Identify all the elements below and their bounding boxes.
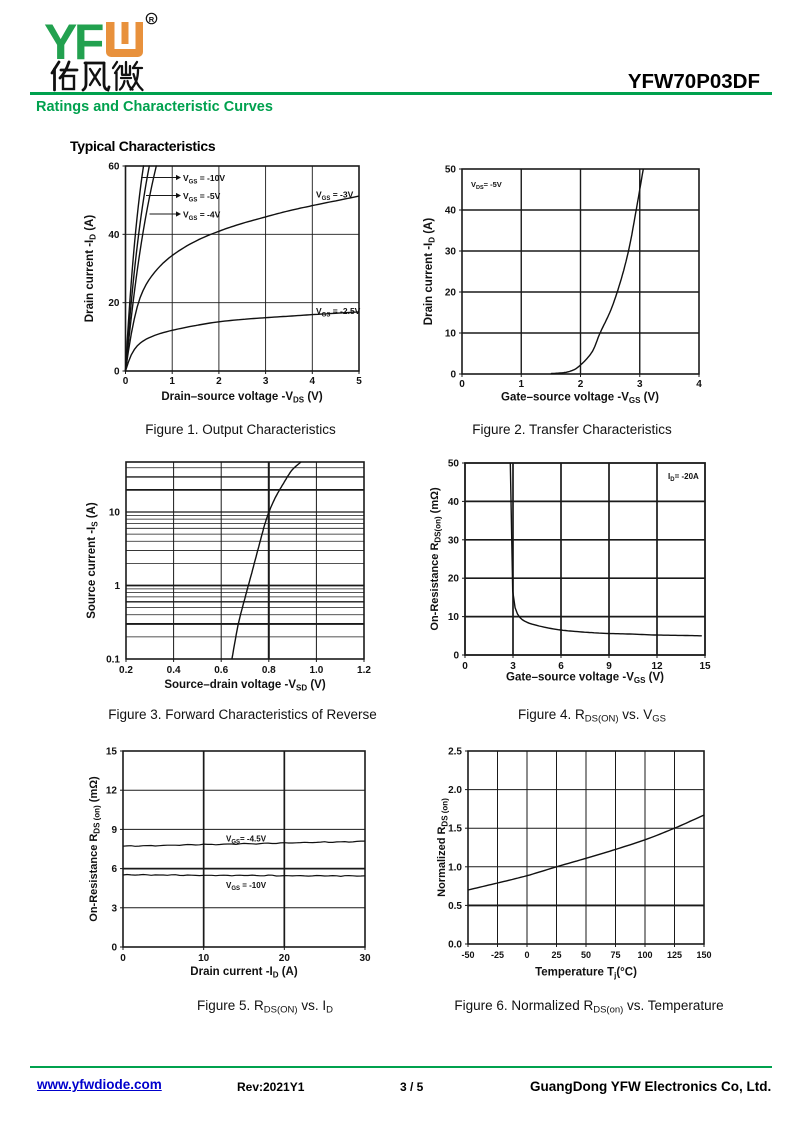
svg-text:0.8: 0.8 <box>262 665 276 676</box>
svg-text:20: 20 <box>279 953 291 964</box>
svg-text:50: 50 <box>581 950 591 960</box>
svg-text:40: 40 <box>448 497 460 508</box>
svg-text:3: 3 <box>111 903 117 914</box>
svg-text:1: 1 <box>518 379 524 390</box>
svg-text:Temperature Tj(°C): Temperature Tj(°C) <box>535 967 637 981</box>
svg-text:20: 20 <box>108 298 120 309</box>
svg-text:0: 0 <box>524 950 529 960</box>
svg-text:0.5: 0.5 <box>448 901 462 912</box>
svg-text:75: 75 <box>610 950 620 960</box>
svg-text:Drain current -ID (A): Drain current -ID (A) <box>190 966 298 980</box>
svg-text:1: 1 <box>114 581 120 592</box>
svg-text:0.1: 0.1 <box>106 655 120 666</box>
svg-text:0: 0 <box>462 661 468 672</box>
svg-text:1.5: 1.5 <box>448 824 462 835</box>
svg-text:10: 10 <box>448 612 460 623</box>
svg-text:30: 30 <box>445 247 457 258</box>
svg-text:2: 2 <box>578 379 584 390</box>
svg-text:50: 50 <box>445 165 457 176</box>
svg-text:60: 60 <box>108 162 120 173</box>
svg-text:3: 3 <box>263 376 269 387</box>
svg-text:15: 15 <box>106 747 118 758</box>
svg-text:0: 0 <box>459 379 465 390</box>
svg-text:6: 6 <box>558 661 564 672</box>
svg-text:40: 40 <box>445 206 457 217</box>
svg-text:10: 10 <box>445 329 457 340</box>
svg-text:20: 20 <box>445 288 457 299</box>
svg-text:0: 0 <box>120 953 126 964</box>
svg-text:12: 12 <box>106 786 118 797</box>
svg-text:Normalized RDS (on): Normalized RDS (on) <box>436 798 450 897</box>
svg-text:Drain–source voltage -VDS (V): Drain–source voltage -VDS (V) <box>161 391 323 405</box>
svg-text:6: 6 <box>111 864 117 875</box>
svg-text:VDS= -5V: VDS= -5V <box>471 180 502 191</box>
svg-text:Source current -IS (A): Source current -IS (A) <box>86 502 100 619</box>
svg-text:0.4: 0.4 <box>167 665 181 676</box>
svg-text:150: 150 <box>696 950 711 960</box>
svg-text:Gate–source voltage -VGS (V): Gate–source voltage -VGS (V) <box>506 672 664 686</box>
svg-text:Figure 4. RDS(ON) vs. VGS: Figure 4. RDS(ON) vs. VGS <box>518 707 666 725</box>
svg-text:10: 10 <box>109 508 121 519</box>
svg-text:VGS = -5V: VGS = -5V <box>183 191 221 204</box>
svg-text:1.0: 1.0 <box>448 862 462 873</box>
svg-text:VGS= -4.5V: VGS= -4.5V <box>226 835 267 846</box>
svg-text:Drain current -ID (A): Drain current -ID (A) <box>84 215 98 323</box>
svg-text:0.0: 0.0 <box>448 940 462 951</box>
svg-text:0: 0 <box>111 943 117 954</box>
svg-text:ID= -20A: ID= -20A <box>668 472 699 483</box>
svg-text:Figure 1. Output Characteristi: Figure 1. Output Characteristics <box>145 422 336 437</box>
svg-text:Drain current -ID (A): Drain current -ID (A) <box>423 218 437 326</box>
svg-text:20: 20 <box>448 574 460 585</box>
svg-text:10: 10 <box>198 953 210 964</box>
svg-text:-50: -50 <box>461 950 474 960</box>
svg-text:30: 30 <box>448 535 460 546</box>
svg-text:-25: -25 <box>491 950 504 960</box>
svg-text:Gate–source voltage -VGS (V): Gate–source voltage -VGS (V) <box>501 392 659 406</box>
svg-text:50: 50 <box>448 459 460 470</box>
svg-text:3: 3 <box>510 661 516 672</box>
svg-text:On-Resistance RDS (on) (mΩ): On-Resistance RDS (on) (mΩ) <box>88 776 102 922</box>
svg-text:1.2: 1.2 <box>357 665 371 676</box>
svg-text:1.0: 1.0 <box>309 665 323 676</box>
svg-text:1: 1 <box>169 376 175 387</box>
svg-text:4: 4 <box>696 379 702 390</box>
svg-text:9: 9 <box>606 661 612 672</box>
svg-text:15: 15 <box>699 661 711 672</box>
svg-text:5: 5 <box>356 376 362 387</box>
svg-text:On-Resistance RDS(on) (mΩ): On-Resistance RDS(on) (mΩ) <box>429 487 443 631</box>
svg-text:VGS = -2.5V: VGS = -2.5V <box>316 306 361 319</box>
svg-text:12: 12 <box>651 661 663 672</box>
svg-text:2.5: 2.5 <box>448 747 462 758</box>
svg-text:40: 40 <box>108 230 120 241</box>
svg-text:0.6: 0.6 <box>214 665 228 676</box>
svg-text:Figure 2. Transfer Characteris: Figure 2. Transfer Characteristics <box>472 422 672 437</box>
svg-text:VGS = -10V: VGS = -10V <box>226 881 267 892</box>
svg-text:3: 3 <box>637 379 643 390</box>
svg-text:0: 0 <box>114 367 120 378</box>
svg-text:Figure 3. Forward Characterist: Figure 3. Forward Characteristics of Rev… <box>108 707 377 722</box>
svg-text:125: 125 <box>667 950 682 960</box>
svg-text:Source–drain voltage -VSD (V): Source–drain voltage -VSD (V) <box>164 679 326 693</box>
svg-text:VGS = -10V: VGS = -10V <box>183 173 225 186</box>
svg-text:VGS = -3V: VGS = -3V <box>316 190 354 203</box>
svg-text:0: 0 <box>123 376 129 387</box>
svg-text:30: 30 <box>359 953 371 964</box>
svg-text:4: 4 <box>310 376 316 387</box>
svg-text:YF: YF <box>44 14 103 70</box>
svg-text:9: 9 <box>111 825 117 836</box>
svg-text:VGS = -4V: VGS = -4V <box>183 210 221 223</box>
svg-text:0: 0 <box>450 370 456 381</box>
svg-text:0.2: 0.2 <box>119 665 133 676</box>
svg-text:0: 0 <box>453 651 459 662</box>
svg-text:25: 25 <box>551 950 561 960</box>
svg-text:R: R <box>149 15 155 24</box>
svg-text:Figure 5. RDS(ON) vs. ID: Figure 5. RDS(ON) vs. ID <box>197 998 333 1016</box>
svg-text:2.0: 2.0 <box>448 785 462 796</box>
svg-text:100: 100 <box>637 950 652 960</box>
svg-text:Figure 6. Normalized RDS(on) v: Figure 6. Normalized RDS(on) vs. Tempera… <box>454 998 723 1016</box>
svg-text:2: 2 <box>216 376 222 387</box>
